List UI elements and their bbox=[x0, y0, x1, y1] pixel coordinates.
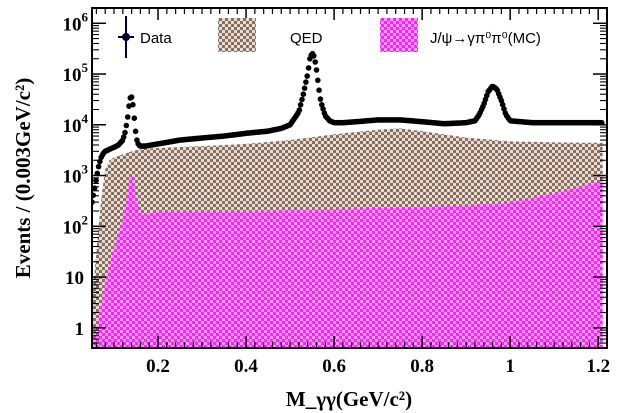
legend-entry-data: Data bbox=[118, 16, 172, 58]
y-axis-title: Events / (0.003GeV/c²) bbox=[11, 78, 35, 279]
data-point bbox=[315, 77, 321, 84]
x-tick-label: 1.2 bbox=[586, 356, 610, 377]
x-tick-label: 0.4 bbox=[234, 356, 258, 377]
data-point bbox=[312, 59, 319, 65]
x-axis-title: M_γγ(GeV/c²) bbox=[286, 387, 412, 411]
data-point bbox=[499, 101, 506, 108]
y-tick-label: 106 bbox=[63, 9, 89, 35]
y-tick-label: 105 bbox=[63, 60, 89, 86]
data-point bbox=[124, 114, 131, 120]
data-point bbox=[297, 102, 304, 108]
y-tick-label: 10 bbox=[65, 268, 84, 289]
y-tick-label: 104 bbox=[63, 111, 89, 137]
data-point bbox=[128, 94, 135, 100]
data-point bbox=[120, 134, 127, 140]
data-series bbox=[92, 50, 605, 205]
axes: 0.2 0.4 0.6 0.8 1 1.2 1 10 102 103 104 105 106 bbox=[63, 7, 610, 377]
legend-entry-mc: J/ψ→γπ⁰π⁰(MC) bbox=[380, 18, 541, 52]
x-tick-label: 0.2 bbox=[146, 356, 170, 377]
legend-data-marker-icon bbox=[122, 33, 130, 41]
data-point bbox=[317, 96, 324, 102]
data-point bbox=[304, 73, 311, 79]
data-point bbox=[300, 91, 307, 97]
data-point bbox=[316, 87, 322, 93]
legend-qed-swatch bbox=[218, 18, 256, 52]
legend-mc-swatch bbox=[380, 18, 418, 52]
data-point bbox=[305, 65, 312, 71]
mc-area bbox=[92, 173, 603, 348]
data-point bbox=[303, 79, 309, 85]
data-point bbox=[95, 163, 102, 170]
legend-qed-label: QED bbox=[290, 30, 323, 47]
x-tick-label: 0.6 bbox=[322, 356, 346, 377]
data-point bbox=[311, 53, 317, 59]
data-point bbox=[319, 102, 325, 108]
data-point bbox=[130, 101, 136, 108]
legend-data-label: Data bbox=[140, 30, 172, 47]
data-point bbox=[132, 128, 139, 135]
data-point bbox=[131, 115, 138, 121]
plot-area bbox=[92, 50, 605, 348]
legend: Data QED J/ψ→γπ⁰π⁰(MC) bbox=[118, 16, 541, 58]
data-point bbox=[122, 129, 128, 136]
data-point bbox=[301, 85, 308, 91]
data-point bbox=[313, 67, 320, 73]
y-tick-label: 103 bbox=[63, 162, 89, 188]
data-point bbox=[299, 96, 305, 103]
data-point bbox=[296, 107, 303, 113]
x-tick-label: 1 bbox=[505, 356, 515, 377]
data-point bbox=[123, 122, 130, 129]
legend-entry-qed: QED bbox=[218, 18, 323, 52]
y-tick-label: 102 bbox=[63, 212, 89, 238]
y-tick-label: 1 bbox=[75, 319, 85, 340]
legend-mc-label: J/ψ→γπ⁰π⁰(MC) bbox=[430, 30, 541, 47]
x-tick-label: 0.8 bbox=[410, 356, 434, 377]
